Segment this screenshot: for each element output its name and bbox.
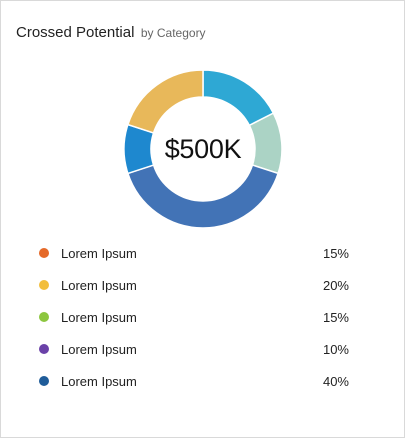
legend-item-value: 40%: [322, 373, 349, 389]
card-title: Crossed Potential: [16, 24, 135, 41]
donut-chart: $500K: [123, 69, 283, 229]
card-subtitle: by Category: [140, 26, 206, 40]
legend-item: Lorem Ipsum 40%: [39, 365, 349, 397]
donut-slice: [126, 69, 204, 134]
legend-item-label: Lorem Ipsum: [61, 309, 137, 325]
legend-item-value: 20%: [322, 277, 349, 293]
legend-item-label: Lorem Ipsum: [61, 373, 137, 389]
legend-dot-icon: [39, 376, 49, 386]
donut-center-value: $500K: [164, 133, 242, 164]
legend-item-label: Lorem Ipsum: [61, 277, 137, 293]
legend-item-value: 10%: [322, 341, 349, 357]
legend-dot-icon: [39, 280, 49, 290]
legend-item-label: Lorem Ipsum: [61, 245, 137, 261]
legend-dot-icon: [39, 344, 49, 354]
legend-dot-icon: [39, 248, 49, 258]
legend-item: Lorem Ipsum 20%: [39, 269, 349, 301]
donut-slice: [126, 164, 280, 229]
legend-item-value: 15%: [322, 309, 349, 325]
donut-chart-svg: [123, 69, 283, 229]
legend-item: Lorem Ipsum 15%: [39, 301, 349, 333]
legend-dot-icon: [39, 312, 49, 322]
chart-legend: Lorem Ipsum 15% Lorem Ipsum 20% Lorem Ip…: [39, 237, 349, 397]
legend-item: Lorem Ipsum 15%: [39, 237, 349, 269]
legend-item: Lorem Ipsum 10%: [39, 333, 349, 365]
card-header: Crossed Potential by Category: [16, 24, 206, 42]
legend-item-value: 15%: [322, 245, 349, 261]
legend-item-label: Lorem Ipsum: [61, 341, 137, 357]
